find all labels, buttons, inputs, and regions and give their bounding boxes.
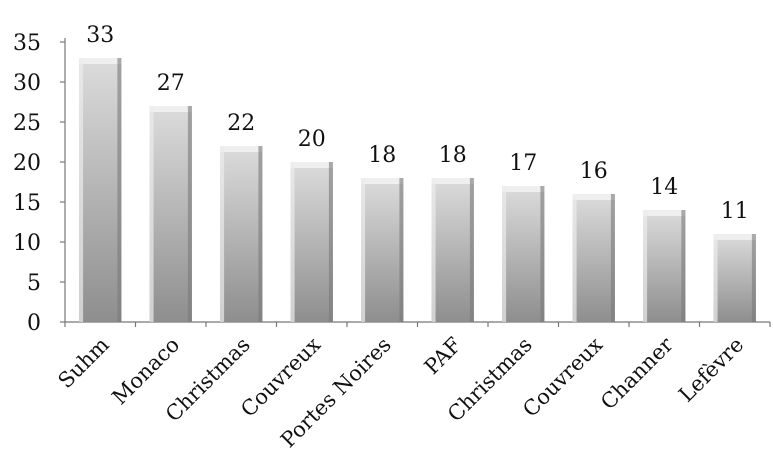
y-tick-label: 5	[27, 271, 41, 296]
bar-bevel-left	[572, 194, 577, 322]
bar-bevel-top	[220, 146, 263, 152]
bar	[361, 178, 404, 322]
category-label: Lefèvre	[674, 333, 748, 407]
bar-body	[79, 58, 122, 322]
y-axis: 0 5 10 15 20 25 30 35	[13, 31, 66, 336]
bar-bevel-top	[502, 186, 545, 192]
category-label: Suhm	[53, 333, 113, 393]
y-tick-label: 15	[13, 191, 41, 216]
data-label: 22	[227, 111, 255, 136]
bar-bevel-right	[187, 106, 192, 322]
bar-bevel-right	[681, 210, 686, 322]
bar-bevel-top	[713, 234, 756, 240]
data-label: 18	[439, 143, 467, 168]
bar-bevel-top	[572, 194, 615, 200]
bar-bevel-top	[290, 162, 333, 168]
data-label: 14	[650, 175, 678, 200]
bar-bevel-left	[220, 146, 225, 322]
data-label: 27	[157, 71, 185, 96]
bar-body	[713, 234, 756, 322]
y-tick-label: 30	[13, 71, 41, 96]
y-tick-label: 35	[13, 31, 41, 56]
bar-body	[361, 178, 404, 322]
bar	[713, 234, 756, 322]
bar	[149, 106, 192, 322]
data-label: 33	[86, 23, 114, 48]
bar	[79, 58, 122, 322]
data-labels: 33 27 22 20 18 18 17 16 14 11	[86, 23, 749, 224]
bar	[220, 146, 263, 322]
bar-bevel-left	[290, 162, 295, 322]
bar-body	[643, 210, 686, 322]
category-label: Channer	[596, 332, 678, 414]
bar	[502, 186, 545, 322]
bar-body	[502, 186, 545, 322]
bar-bevel-top	[431, 178, 474, 184]
bar-bevel-left	[431, 178, 436, 322]
bar-body	[290, 162, 333, 322]
data-label: 11	[721, 199, 749, 224]
bar-bevel-left	[713, 234, 718, 322]
data-label: 16	[580, 159, 608, 184]
bar	[290, 162, 333, 322]
bar-bevel-right	[469, 178, 474, 322]
y-tick-label: 25	[13, 111, 41, 136]
bar-bevel-right	[328, 162, 333, 322]
x-axis	[64, 321, 771, 327]
bars	[79, 58, 756, 322]
bar-bevel-left	[149, 106, 154, 322]
bar-bevel-left	[502, 186, 507, 322]
bar-body	[220, 146, 263, 322]
bar-bevel-top	[361, 178, 404, 184]
bar-bevel-left	[79, 58, 84, 322]
bar-bevel-right	[610, 194, 615, 322]
bar-bevel-top	[643, 210, 686, 216]
bar-body	[572, 194, 615, 322]
bar	[572, 194, 615, 322]
bar-bevel-right	[540, 186, 545, 322]
data-label: 18	[368, 143, 396, 168]
bar-bevel-top	[149, 106, 192, 112]
y-tick-label: 0	[27, 311, 41, 336]
data-label: 17	[509, 151, 537, 176]
y-tick-label: 20	[13, 151, 41, 176]
bar-bevel-left	[643, 210, 648, 322]
data-label: 20	[298, 127, 326, 152]
bar-bevel-right	[258, 146, 263, 322]
bar	[431, 178, 474, 322]
bar-body	[431, 178, 474, 322]
bar-bevel-left	[361, 178, 366, 322]
bar-bevel-top	[79, 58, 122, 64]
bar-bevel-right	[117, 58, 122, 322]
bar	[643, 210, 686, 322]
y-tick-label: 10	[13, 231, 41, 256]
bar-body	[149, 106, 192, 322]
bar-bevel-right	[399, 178, 404, 322]
category-label: PAF	[420, 333, 467, 380]
bar-bevel-right	[751, 234, 756, 322]
